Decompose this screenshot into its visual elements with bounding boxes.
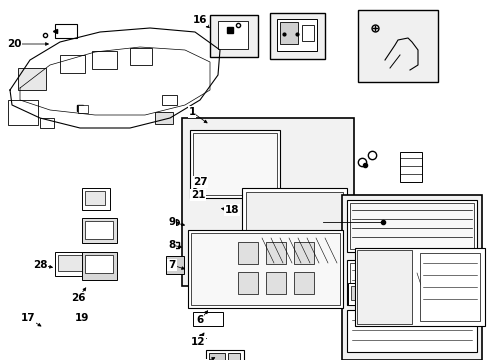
Text: 9: 9 [168,217,175,227]
Bar [242,188,346,273]
Text: 26: 26 [71,293,85,303]
Text: 17: 17 [20,313,35,323]
Bar [182,118,353,286]
Bar [130,48,152,65]
Bar [349,263,473,302]
Text: 20: 20 [7,39,21,49]
Bar [346,260,476,305]
Text: 28: 28 [33,260,47,270]
Bar [293,272,313,294]
Bar [238,272,258,294]
Bar [293,242,313,264]
Bar [346,200,476,252]
Text: 16: 16 [192,15,207,25]
Text: 21: 21 [190,190,205,200]
Bar [190,130,280,198]
Bar [276,19,316,51]
Bar [193,312,223,326]
Bar [55,252,93,276]
Bar [269,13,325,59]
Bar [347,283,385,305]
Bar [85,221,113,239]
Bar [82,218,117,243]
Bar [357,10,437,82]
Bar [165,256,183,274]
Bar [265,242,285,264]
Text: 7: 7 [168,260,175,270]
Bar [193,133,276,195]
Bar [162,95,177,105]
Bar [341,195,481,360]
Bar [40,118,54,128]
Bar [155,112,173,124]
Bar [209,15,258,57]
Bar [354,248,484,326]
Bar [191,233,339,305]
Bar [419,253,479,321]
Bar [238,242,258,264]
Bar [302,25,313,41]
Bar [356,250,411,324]
Bar [85,191,105,205]
Text: 1: 1 [188,107,195,117]
Bar [280,22,297,44]
Bar [346,310,476,352]
Bar [78,105,88,113]
Text: 12: 12 [190,337,205,347]
Bar [82,252,117,280]
Bar [349,203,473,249]
Text: 18: 18 [224,205,239,215]
Bar [208,353,224,360]
Bar [58,255,88,271]
Text: 8: 8 [168,240,175,250]
Bar [55,24,77,38]
Bar [187,230,342,308]
Bar [85,255,113,273]
Bar [350,286,365,300]
Text: 6: 6 [196,315,203,325]
Bar [92,51,117,69]
Bar [18,68,46,90]
Bar [227,353,240,360]
Bar [8,100,38,125]
Bar [205,350,244,360]
Bar [265,272,285,294]
Text: 19: 19 [75,313,89,323]
Bar [245,192,342,269]
Text: 27: 27 [192,177,207,187]
Bar [399,152,421,182]
Bar [82,188,110,210]
Bar [60,55,85,73]
Bar [218,21,247,49]
